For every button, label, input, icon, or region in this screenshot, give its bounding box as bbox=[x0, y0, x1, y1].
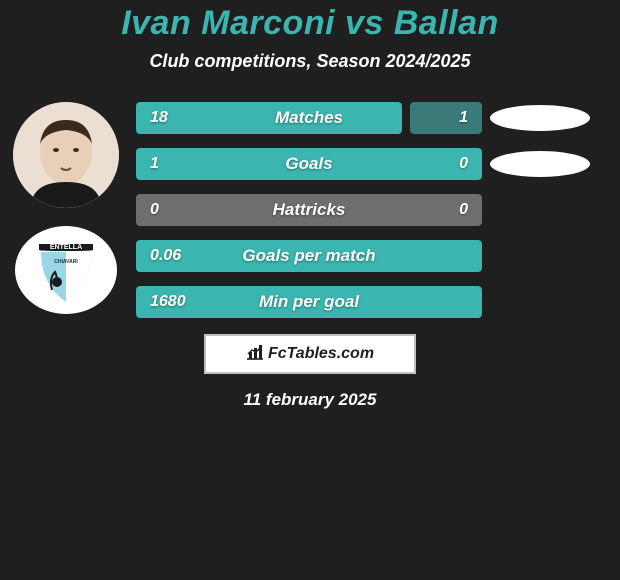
stat-row: Goals per match0.06 bbox=[136, 240, 482, 272]
right-bubbles bbox=[490, 102, 590, 318]
bubble bbox=[490, 151, 590, 177]
avatar-stack: ENTELLA CHIAVARI bbox=[8, 102, 124, 314]
bubble-slot bbox=[490, 194, 590, 226]
stat-bar-full bbox=[136, 240, 482, 272]
stat-bar-full bbox=[136, 286, 482, 318]
page-title: Ivan Marconi vs Ballan bbox=[0, 4, 620, 43]
stat-bar-full bbox=[136, 194, 482, 226]
stats-section: ENTELLA CHIAVARI Matches181 Goals10 Hattric… bbox=[0, 102, 620, 318]
subtitle: Club competitions, Season 2024/2025 bbox=[0, 51, 620, 72]
comparison-card: Ivan Marconi vs Ballan Club competitions… bbox=[0, 0, 620, 410]
branding-text: FcTables.com bbox=[268, 345, 374, 363]
date-label: 11 february 2025 bbox=[0, 390, 620, 410]
svg-text:CHIAVARI: CHIAVARI bbox=[54, 259, 78, 265]
stat-bar-right bbox=[410, 102, 482, 134]
stat-row: Min per goal1680 bbox=[136, 286, 482, 318]
bubble bbox=[490, 105, 590, 131]
stat-row: Matches181 bbox=[136, 102, 482, 134]
svg-text:ENTELLA: ENTELLA bbox=[50, 244, 82, 251]
bubble-slot bbox=[490, 102, 590, 134]
chart-icon bbox=[246, 344, 264, 365]
stat-row: Hattricks00 bbox=[136, 194, 482, 226]
stat-bar-full bbox=[136, 148, 482, 180]
stat-row: Goals10 bbox=[136, 148, 482, 180]
player-avatar bbox=[13, 102, 119, 208]
stat-bar-left bbox=[136, 102, 402, 134]
bubble-slot bbox=[490, 240, 590, 272]
branding-badge[interactable]: FcTables.com bbox=[204, 334, 416, 374]
bubble-slot bbox=[490, 148, 590, 180]
stat-rows: Matches181 Goals10 Hattricks00 Goals per ma… bbox=[136, 102, 482, 318]
bubble-slot bbox=[490, 286, 590, 318]
club-badge: ENTELLA CHIAVARI bbox=[15, 226, 117, 314]
